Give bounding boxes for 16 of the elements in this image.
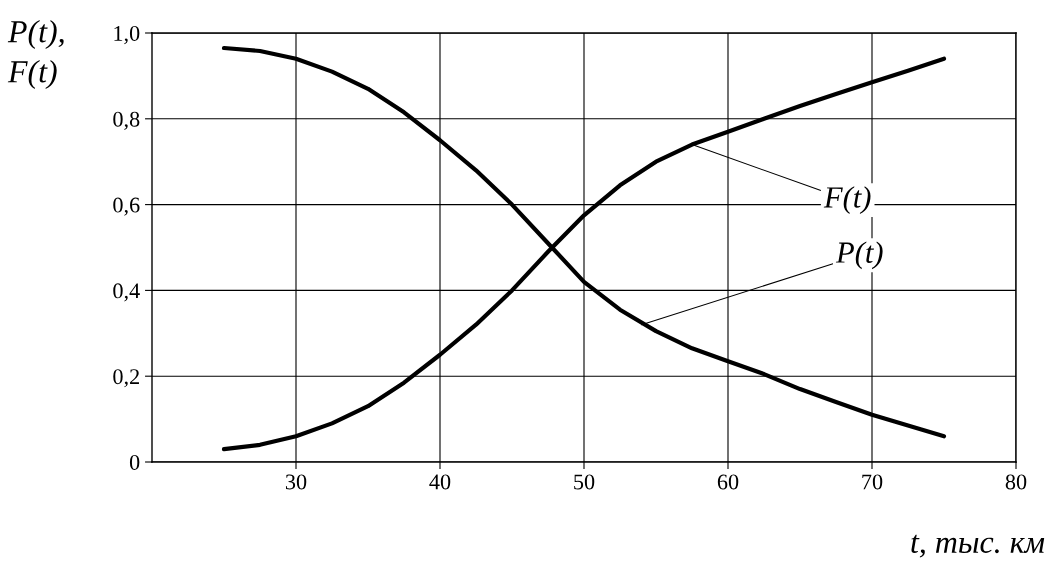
y-tick-label: 0,4 [113,283,140,302]
x-axis-title: t, тыс. км [911,534,1045,558]
y-tick-label: 1,0 [114,25,140,45]
annotation: F(t) [823,186,871,214]
y-axis-title: P(t), F(t) [7,20,64,90]
x-tick-label: 80 [1005,474,1027,490]
y-tick-label: 0,2 [113,369,139,388]
x-tick-label: 70 [862,474,883,490]
y-tick-label: 0 [129,454,140,470]
x-tick-label: 50 [574,474,595,490]
y-tick-label: 0,6 [113,197,140,216]
x-tick-label: 40 [429,474,451,490]
x-tick-label: 30 [285,474,307,490]
x-tick-label: 60 [717,474,739,490]
y-tick-label: 0,8 [113,111,140,130]
annotation: P(t) [835,241,883,270]
